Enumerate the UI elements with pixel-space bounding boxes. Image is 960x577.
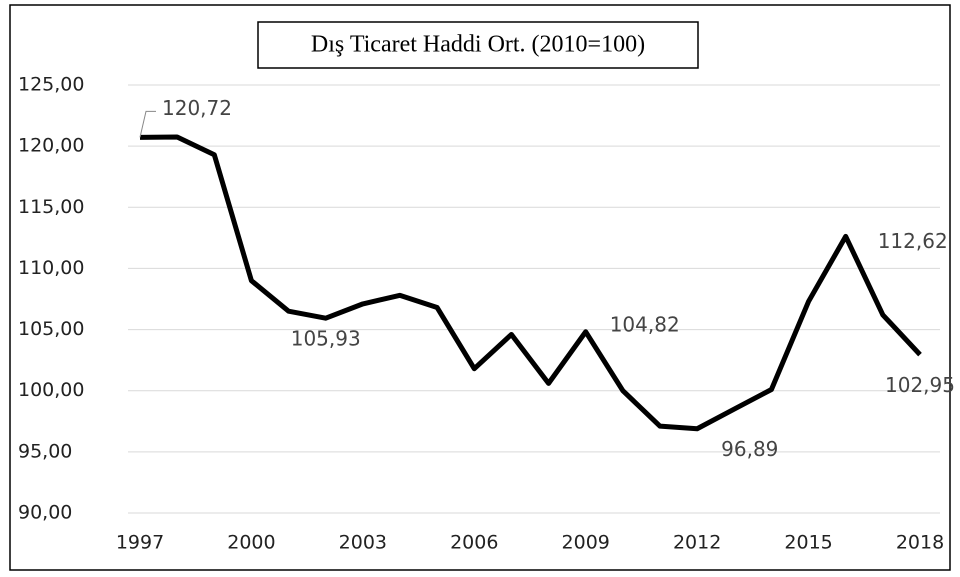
y-tick-label: 120,00 [18,135,84,157]
data-label: 104,82 [610,312,680,336]
x-tick-label: 2000 [227,532,275,554]
x-tick-label: 2006 [450,532,498,554]
x-tick-label: 2018 [896,532,944,554]
y-tick-label: 95,00 [18,440,72,462]
y-tick-label: 100,00 [18,379,84,401]
y-tick-label: 110,00 [18,257,84,279]
y-tick-label: 125,00 [18,74,84,96]
x-tick-label: 2003 [339,532,387,554]
x-tick-label: 2009 [562,532,610,554]
y-tick-label: 115,00 [18,196,84,218]
x-tick-label: 2015 [784,532,832,554]
data-line [139,134,922,432]
leader-line [139,110,156,138]
chart-title: Dış Ticaret Haddi Ort. (2010=100) [311,32,645,58]
x-tick-label: 2012 [673,532,721,554]
data-label: 96,89 [721,437,778,461]
data-label: 120,72 [162,96,232,120]
data-label: 102,95 [885,373,955,397]
y-tick-label: 90,00 [18,502,72,524]
chart-border [9,4,951,571]
y-tick-label: 105,00 [18,318,84,340]
x-tick-label: 1997 [116,532,164,554]
title-box [257,21,699,69]
data-label: 112,62 [878,229,948,253]
data-label: 105,93 [291,327,361,351]
